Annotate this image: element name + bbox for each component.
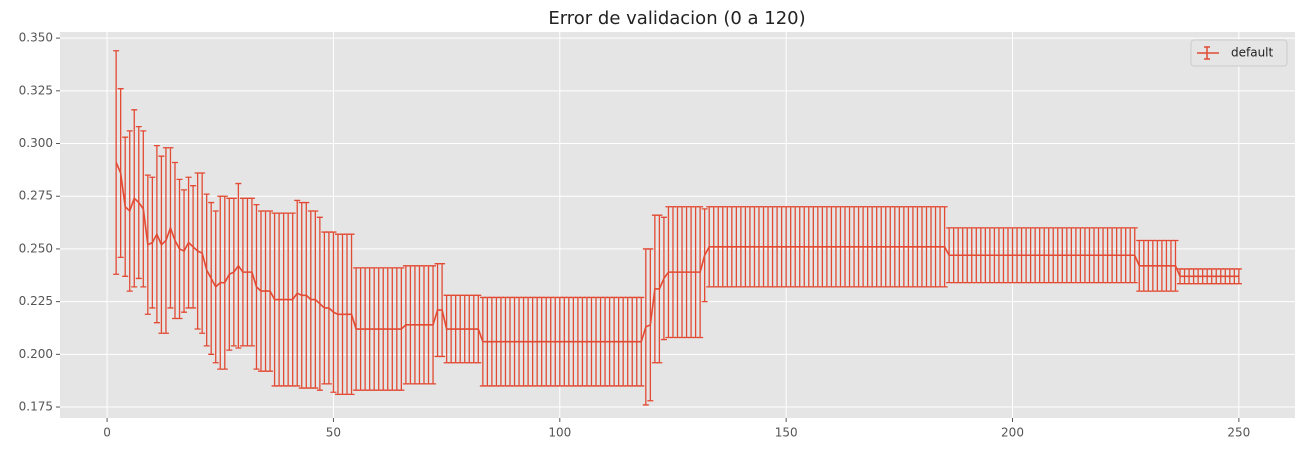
legend-label: default bbox=[1231, 46, 1274, 60]
y-tick-label: 0.250 bbox=[19, 241, 53, 255]
y-tick-label: 0.175 bbox=[19, 400, 53, 414]
legend-box bbox=[1190, 39, 1288, 67]
y-tick-label: 0.225 bbox=[19, 294, 53, 308]
legend-swatch bbox=[1197, 46, 1219, 60]
mean-line bbox=[115, 162, 1239, 343]
chart-title: Error de validacion (0 a 120) bbox=[548, 8, 805, 29]
marks bbox=[113, 50, 1242, 406]
x-tick-label: 150 bbox=[775, 426, 798, 440]
x-tick-label: 50 bbox=[326, 426, 341, 440]
y-tick-label: 0.275 bbox=[19, 189, 53, 203]
x-tick-label: 100 bbox=[548, 426, 571, 440]
y-tick-label: 0.325 bbox=[19, 83, 53, 97]
y-tick-label: 0.350 bbox=[19, 31, 53, 45]
x-tick-label: 250 bbox=[1227, 426, 1250, 440]
legend: default bbox=[1190, 39, 1288, 67]
y-tick-label: 0.300 bbox=[19, 136, 53, 150]
y-tick-label: 0.200 bbox=[19, 347, 53, 361]
x-tick-label: 200 bbox=[1001, 426, 1024, 440]
x-tick-label: 0 bbox=[103, 426, 111, 440]
error-bar bbox=[113, 50, 120, 275]
